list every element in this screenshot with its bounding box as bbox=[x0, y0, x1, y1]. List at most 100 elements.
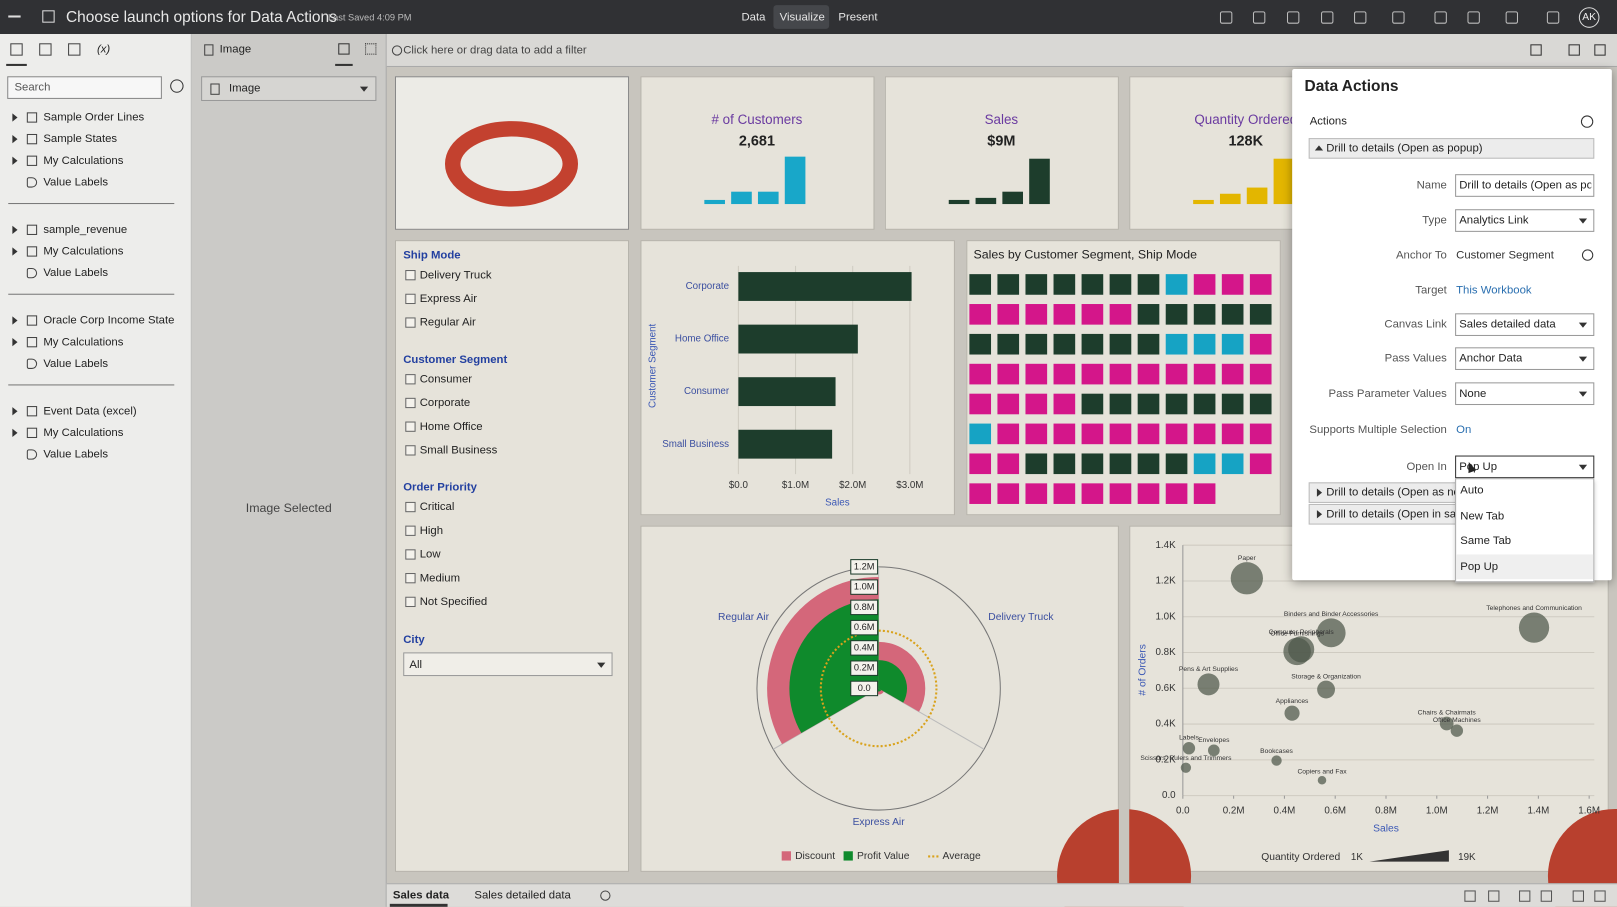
toolbar-icon[interactable] bbox=[1219, 11, 1233, 24]
panel-tab-icon[interactable] bbox=[10, 43, 23, 56]
labels-item[interactable]: Value Labels bbox=[43, 266, 109, 280]
props-tab-icon[interactable] bbox=[365, 43, 377, 55]
add-anchor[interactable] bbox=[1581, 249, 1594, 261]
footer-icon[interactable] bbox=[1488, 890, 1500, 902]
source-item[interactable]: Sample States bbox=[43, 132, 118, 146]
toolbar-icon[interactable] bbox=[1287, 11, 1300, 24]
toolbar-icon[interactable] bbox=[1392, 11, 1405, 24]
filter-option[interactable]: Corporate bbox=[419, 396, 471, 410]
mode-tab[interactable]: Visualize bbox=[779, 11, 825, 24]
checkbox[interactable] bbox=[405, 293, 416, 305]
dropdown-option[interactable]: Same Tab bbox=[1460, 535, 1512, 548]
filter-placeholder[interactable]: Click here or drag data to add a filter bbox=[403, 44, 587, 57]
checkbox[interactable] bbox=[405, 397, 416, 409]
props-select[interactable] bbox=[201, 76, 377, 101]
scatter-point bbox=[1182, 742, 1196, 755]
filter-option[interactable]: Not Specified bbox=[419, 595, 488, 609]
filter-option[interactable]: Express Air bbox=[419, 292, 478, 306]
calculations-item[interactable]: My Calculations bbox=[43, 335, 124, 349]
footer-icon[interactable] bbox=[1594, 890, 1606, 902]
canvas-icon[interactable] bbox=[1530, 44, 1542, 56]
checkbox[interactable] bbox=[405, 501, 416, 513]
footer-icon[interactable] bbox=[1464, 890, 1476, 902]
checkbox[interactable] bbox=[405, 270, 416, 281]
city-select[interactable] bbox=[403, 652, 613, 677]
select-box[interactable] bbox=[1455, 313, 1595, 336]
kpi-sparkbar bbox=[1273, 158, 1295, 205]
add-source[interactable] bbox=[170, 79, 184, 93]
toolbar-icon[interactable] bbox=[1467, 11, 1480, 24]
r-tick-box bbox=[850, 619, 879, 636]
r-tick-box bbox=[850, 680, 879, 697]
source-item[interactable]: sample_revenue bbox=[43, 223, 128, 237]
checkbox[interactable] bbox=[405, 317, 416, 328]
panel-tab-icon[interactable] bbox=[39, 43, 52, 56]
dropdown-option[interactable]: Pop Up bbox=[1460, 560, 1499, 573]
filter-option[interactable]: High bbox=[419, 524, 444, 537]
filter-option[interactable]: Low bbox=[419, 548, 441, 561]
source-item[interactable]: Event Data (excel) bbox=[43, 405, 137, 418]
footer-icon[interactable] bbox=[1572, 890, 1584, 902]
source-item[interactable]: Sample Order Lines bbox=[43, 111, 145, 124]
checkbox[interactable] bbox=[405, 525, 416, 536]
action-header[interactable] bbox=[1308, 138, 1595, 159]
filter-option[interactable]: Small Business bbox=[419, 444, 498, 457]
add-action[interactable] bbox=[1580, 115, 1594, 128]
checkbox[interactable] bbox=[405, 549, 416, 560]
canvas-icon[interactable] bbox=[1568, 44, 1580, 56]
labels-item[interactable]: Value Labels bbox=[43, 448, 109, 461]
canvas-icon[interactable] bbox=[1594, 44, 1606, 56]
toolbar-icon[interactable] bbox=[1354, 11, 1367, 24]
toolbar-icon[interactable] bbox=[1434, 11, 1447, 24]
waffle-cell bbox=[997, 423, 1020, 445]
add-sheet[interactable] bbox=[600, 890, 611, 901]
labels-item[interactable]: Value Labels bbox=[43, 176, 109, 189]
select-box[interactable] bbox=[1455, 347, 1595, 370]
toolbar-icon[interactable] bbox=[1252, 11, 1266, 24]
footer-icon[interactable] bbox=[1519, 890, 1531, 902]
select-box[interactable] bbox=[1455, 209, 1595, 232]
toolbar-icon[interactable] bbox=[1546, 11, 1560, 24]
link-value[interactable]: On bbox=[1456, 423, 1472, 436]
toolbar-icon[interactable] bbox=[1505, 11, 1518, 24]
dropdown-option[interactable]: Auto bbox=[1460, 484, 1484, 497]
mode-tab[interactable]: Data bbox=[741, 11, 766, 24]
dropdown-option[interactable]: New Tab bbox=[1460, 509, 1505, 523]
caret bbox=[1578, 391, 1588, 397]
toolbar-icon[interactable] bbox=[1321, 11, 1334, 24]
filter-option[interactable]: Home Office bbox=[419, 420, 483, 433]
select-box[interactable] bbox=[1455, 455, 1595, 479]
filter-option[interactable]: Critical bbox=[419, 500, 455, 514]
filter-option[interactable]: Consumer bbox=[419, 373, 473, 386]
source-item[interactable]: Oracle Corp Income State… bbox=[43, 314, 176, 327]
labels-item[interactable]: Value Labels bbox=[43, 357, 109, 370]
point-label: Office Machines bbox=[1433, 717, 1481, 724]
mode-tab[interactable]: Present bbox=[838, 11, 878, 24]
checkbox[interactable] bbox=[405, 445, 416, 456]
checkbox[interactable] bbox=[405, 374, 416, 385]
checkbox[interactable] bbox=[405, 596, 416, 608]
select-box[interactable] bbox=[1455, 382, 1595, 406]
filter-option[interactable]: Regular Air bbox=[419, 316, 476, 329]
sheet-tab[interactable]: Sales data bbox=[392, 889, 450, 902]
footer-icon[interactable] bbox=[1540, 890, 1553, 902]
calculations-item[interactable]: My Calculations bbox=[43, 426, 124, 440]
sheet-tab[interactable]: Sales detailed data bbox=[474, 889, 571, 902]
filter-option[interactable]: Delivery Truck bbox=[419, 268, 492, 282]
props-tab-icon[interactable] bbox=[338, 43, 350, 55]
field-label: Supports Multiple Selection bbox=[1309, 423, 1447, 436]
point-label: Paper bbox=[1238, 555, 1257, 562]
search-box[interactable] bbox=[7, 76, 162, 99]
link-value[interactable]: This Workbook bbox=[1456, 284, 1532, 297]
panel-tab-icon[interactable] bbox=[68, 43, 81, 56]
waffle-cell bbox=[1025, 333, 1048, 355]
checkbox[interactable] bbox=[405, 421, 416, 432]
waffle-cell bbox=[1137, 304, 1160, 325]
select-value: Sales detailed data bbox=[1459, 318, 1556, 331]
text-input[interactable] bbox=[1455, 174, 1595, 197]
calculations-item[interactable]: My Calculations bbox=[43, 154, 124, 167]
filter-option[interactable]: Medium bbox=[419, 571, 461, 585]
checkbox[interactable] bbox=[405, 573, 416, 584]
calculations-item[interactable]: My Calculations bbox=[43, 245, 124, 258]
point-label: Binders and Binder Accessories bbox=[1284, 611, 1379, 618]
